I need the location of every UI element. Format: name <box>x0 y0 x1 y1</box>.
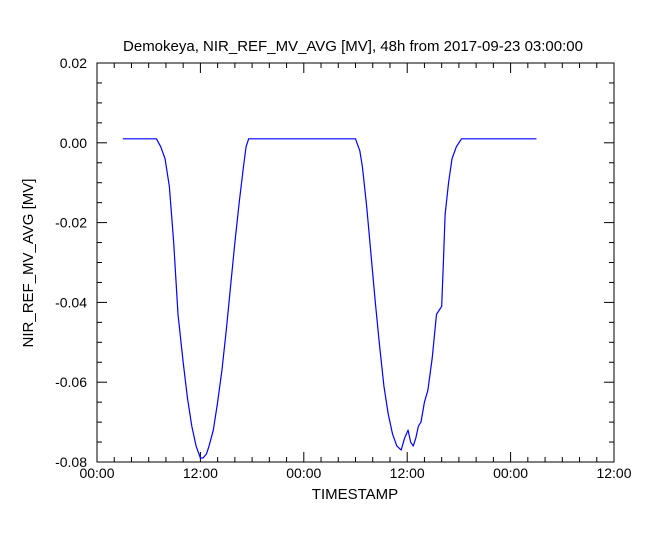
x-tick-label: 12:00 <box>596 465 631 481</box>
plot-frame <box>96 62 615 463</box>
chart-title: Demokeya, NIR_REF_MV_AVG [MV], 48h from … <box>123 38 583 55</box>
plot-series <box>122 138 537 459</box>
y-tick-label: -0.02 <box>55 215 87 231</box>
y-tick-label: -0.08 <box>55 454 87 470</box>
x-axis-label: TIMESTAMP <box>312 486 398 503</box>
y-tick-label: 0.02 <box>60 55 87 71</box>
x-tick-label: 12:00 <box>183 465 218 481</box>
x-tick-label: 00:00 <box>493 465 528 481</box>
series-line <box>122 138 537 459</box>
x-tick-label: 00:00 <box>286 465 321 481</box>
axis-tick-labels: -0.08 -0.06 -0.04 -0.02 0.00 0.02 00:00 12:00 00… <box>55 55 632 481</box>
y-tick-label: -0.04 <box>55 294 87 310</box>
x-tick-label: 12:00 <box>390 465 425 481</box>
y-tick-label: -0.06 <box>55 374 87 390</box>
x-tick-label: 00:00 <box>79 465 114 481</box>
y-axis-label: NIR_REF_MV_AVG [MV] <box>20 179 37 348</box>
y-tick-label: 0.00 <box>60 135 87 151</box>
